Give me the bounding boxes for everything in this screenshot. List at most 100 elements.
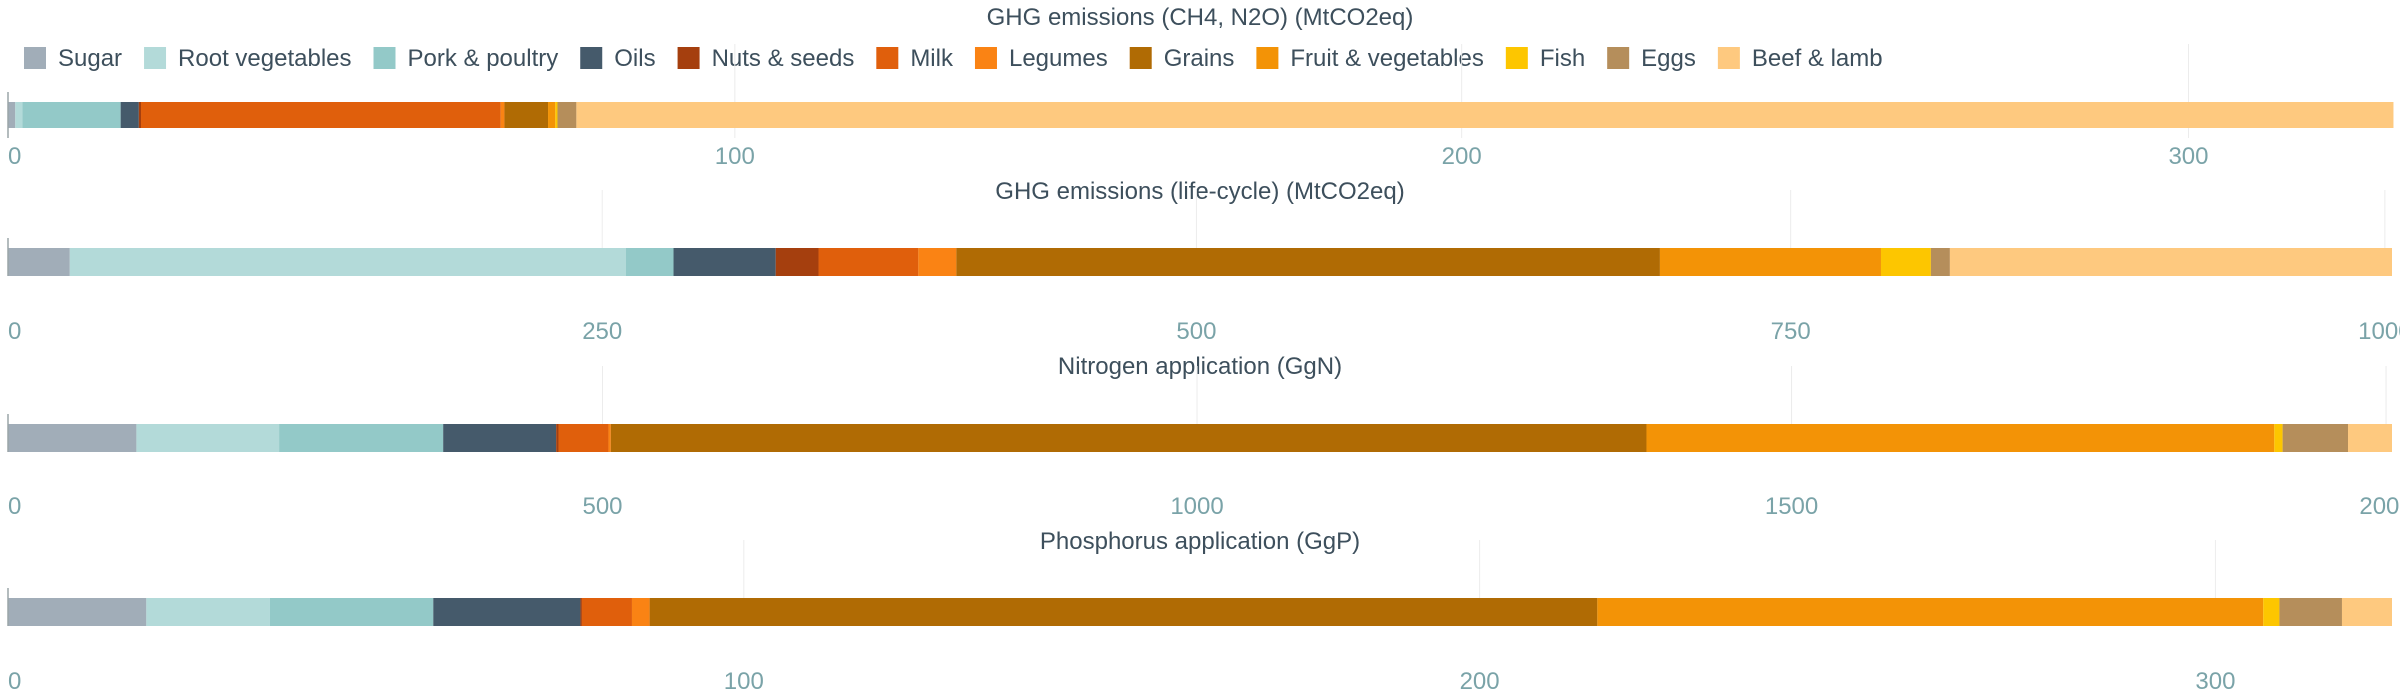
x-tick-label: 750 xyxy=(1771,318,1811,345)
bar-segment-fruit-and-vegetables xyxy=(1659,248,1881,276)
x-tick-label: 250 xyxy=(582,318,622,345)
bar-segment-fish xyxy=(2274,424,2283,452)
legend-label-fish: Fish xyxy=(1540,45,1585,72)
x-tick-label: 1000 xyxy=(1170,493,1223,520)
bar-segment-fruit-and-vegetables xyxy=(1597,598,2264,626)
legend-item-milk: Milk xyxy=(876,45,954,72)
chart-title: Phosphorus application (GgP) xyxy=(1040,528,1360,555)
bar-segment-legumes xyxy=(631,598,650,626)
bar-segment-grains xyxy=(504,102,549,128)
legend-label-root-vegetables: Root vegetables xyxy=(178,45,351,72)
bar-segment-nuts-and-seeds xyxy=(556,424,559,452)
bar-segment-legumes xyxy=(918,248,957,276)
bar-segment-eggs xyxy=(2279,598,2342,626)
bar-segment-oils xyxy=(673,248,776,276)
bar-segment-beef-and-lamb xyxy=(576,102,2394,128)
bar-segment-beef-and-lamb xyxy=(2348,424,2392,452)
legend-label-legumes: Legumes xyxy=(1009,45,1108,72)
x-tick-label: 300 xyxy=(2195,668,2235,695)
chart-panel-1: GHG emissions (CH4, N2O) (MtCO2eq) 0 100 20… xyxy=(7,4,2394,170)
legend-label-oils: Oils xyxy=(614,45,655,72)
bar-segment-grains xyxy=(956,248,1660,276)
bar-segment-sugar xyxy=(8,598,147,626)
legend-label-eggs: Eggs xyxy=(1641,45,1696,72)
chart-title: Nitrogen application (GgN) xyxy=(1058,353,1342,380)
chart-panel-2: GHG emissions (life-cycle) (MtCO2eq) 0 250… xyxy=(7,178,2400,345)
legend-swatch-grains xyxy=(1129,47,1152,69)
bar-segment-milk xyxy=(581,598,632,626)
bar-segment-legumes xyxy=(500,102,505,128)
bar-segment-oils xyxy=(443,424,557,452)
legend-swatch-milk xyxy=(876,47,899,69)
bar-segment-grains xyxy=(610,424,1647,452)
chart-panel-4: Phosphorus application (GgP) 0 100 200 300 xyxy=(7,528,2392,695)
x-tick-label: 0 xyxy=(8,143,21,170)
legend-item-eggs: Eggs xyxy=(1607,45,1696,72)
chart-panel-3: Nitrogen application (GgN) 0 500 1000 1500 20… xyxy=(7,353,2400,520)
legend: Sugar Root vegetables Pork & poultry Oils Nu… xyxy=(24,45,1883,72)
bar-segment-nuts-and-seeds xyxy=(580,598,582,626)
x-tick-label: 200 xyxy=(1442,143,1482,170)
legend-item-sugar: Sugar xyxy=(24,45,122,72)
bar-segment-root-vegetables xyxy=(146,598,270,626)
legend-item-nuts-and-seeds: Nuts & seeds xyxy=(677,45,854,72)
legend-label-pork-and-poultry: Pork & poultry xyxy=(408,45,559,72)
legend-label-grains: Grains xyxy=(1164,45,1235,72)
legend-label-fruit-and-vegetables: Fruit & vegetables xyxy=(1290,45,1483,72)
legend-swatch-pork-and-poultry xyxy=(373,47,396,69)
legend-swatch-beef-and-lamb xyxy=(1717,47,1740,69)
x-tick-label: 2000 xyxy=(2359,493,2400,520)
bar-segment-milk xyxy=(141,102,501,128)
bar-segment-grains xyxy=(649,598,1598,626)
bar-segment-sugar xyxy=(8,424,137,452)
bar-segment-fruit-and-vegetables xyxy=(1646,424,2275,452)
legend-swatch-root-vegetables xyxy=(144,47,167,69)
bar-segment-sugar xyxy=(8,102,16,128)
legend-label-beef-and-lamb: Beef & lamb xyxy=(1752,45,1883,72)
legend-swatch-fruit-and-vegetables xyxy=(1256,47,1279,69)
bar-segment-nuts-and-seeds xyxy=(775,248,819,276)
legend-item-fish: Fish xyxy=(1505,45,1585,72)
bar-segment-root-vegetables xyxy=(69,248,626,276)
legend-item-pork-and-poultry: Pork & poultry xyxy=(373,45,559,72)
bar-segment-nuts-and-seeds xyxy=(138,102,142,128)
legend-swatch-oils xyxy=(580,47,603,69)
legend-swatch-eggs xyxy=(1607,47,1630,69)
chart-title: GHG emissions (life-cycle) (MtCO2eq) xyxy=(995,178,1404,205)
bar-segment-fish xyxy=(2263,598,2280,626)
bar-segment-fruit-and-vegetables xyxy=(548,102,556,128)
bar-segment-milk xyxy=(558,424,609,452)
bar-segment-eggs xyxy=(2282,424,2349,452)
bar-segment-pork-and-poultry xyxy=(22,102,121,128)
bar-segment-sugar xyxy=(8,248,70,276)
bar-segment-beef-and-lamb xyxy=(1949,248,2392,276)
bar-segment-pork-and-poultry xyxy=(269,598,434,626)
bar-segment-eggs xyxy=(1930,248,1950,276)
x-tick-label: 0 xyxy=(8,318,21,345)
legend-item-root-vegetables: Root vegetables xyxy=(144,45,352,72)
bar-segment-root-vegetables xyxy=(15,102,23,128)
x-tick-label: 500 xyxy=(1176,318,1216,345)
legend-item-legumes: Legumes xyxy=(974,45,1108,72)
x-tick-label: 300 xyxy=(2168,143,2208,170)
legend-item-grains: Grains xyxy=(1129,45,1235,72)
x-tick-label: 500 xyxy=(582,493,622,520)
bar-segment-eggs xyxy=(557,102,577,128)
legend-label-sugar: Sugar xyxy=(58,45,122,72)
legend-label-milk: Milk xyxy=(910,45,954,72)
bar-segment-pork-and-poultry xyxy=(279,424,444,452)
legend-item-oils: Oils xyxy=(580,45,656,72)
legend-swatch-sugar xyxy=(24,47,46,69)
bar-segment-fish xyxy=(1880,248,1931,276)
chart-title: GHG emissions (CH4, N2O) (MtCO2eq) xyxy=(987,4,1414,31)
bar-segment-oils xyxy=(433,598,581,626)
x-tick-label: 1000 xyxy=(2358,318,2400,345)
x-tick-label: 0 xyxy=(8,668,21,695)
bar-segment-fish xyxy=(555,102,558,128)
legend-swatch-legumes xyxy=(974,47,997,69)
bar-segment-root-vegetables xyxy=(136,424,280,452)
x-tick-label: 200 xyxy=(1460,668,1500,695)
bar-segment-milk xyxy=(818,248,919,276)
bar-segment-pork-and-poultry xyxy=(625,248,674,276)
